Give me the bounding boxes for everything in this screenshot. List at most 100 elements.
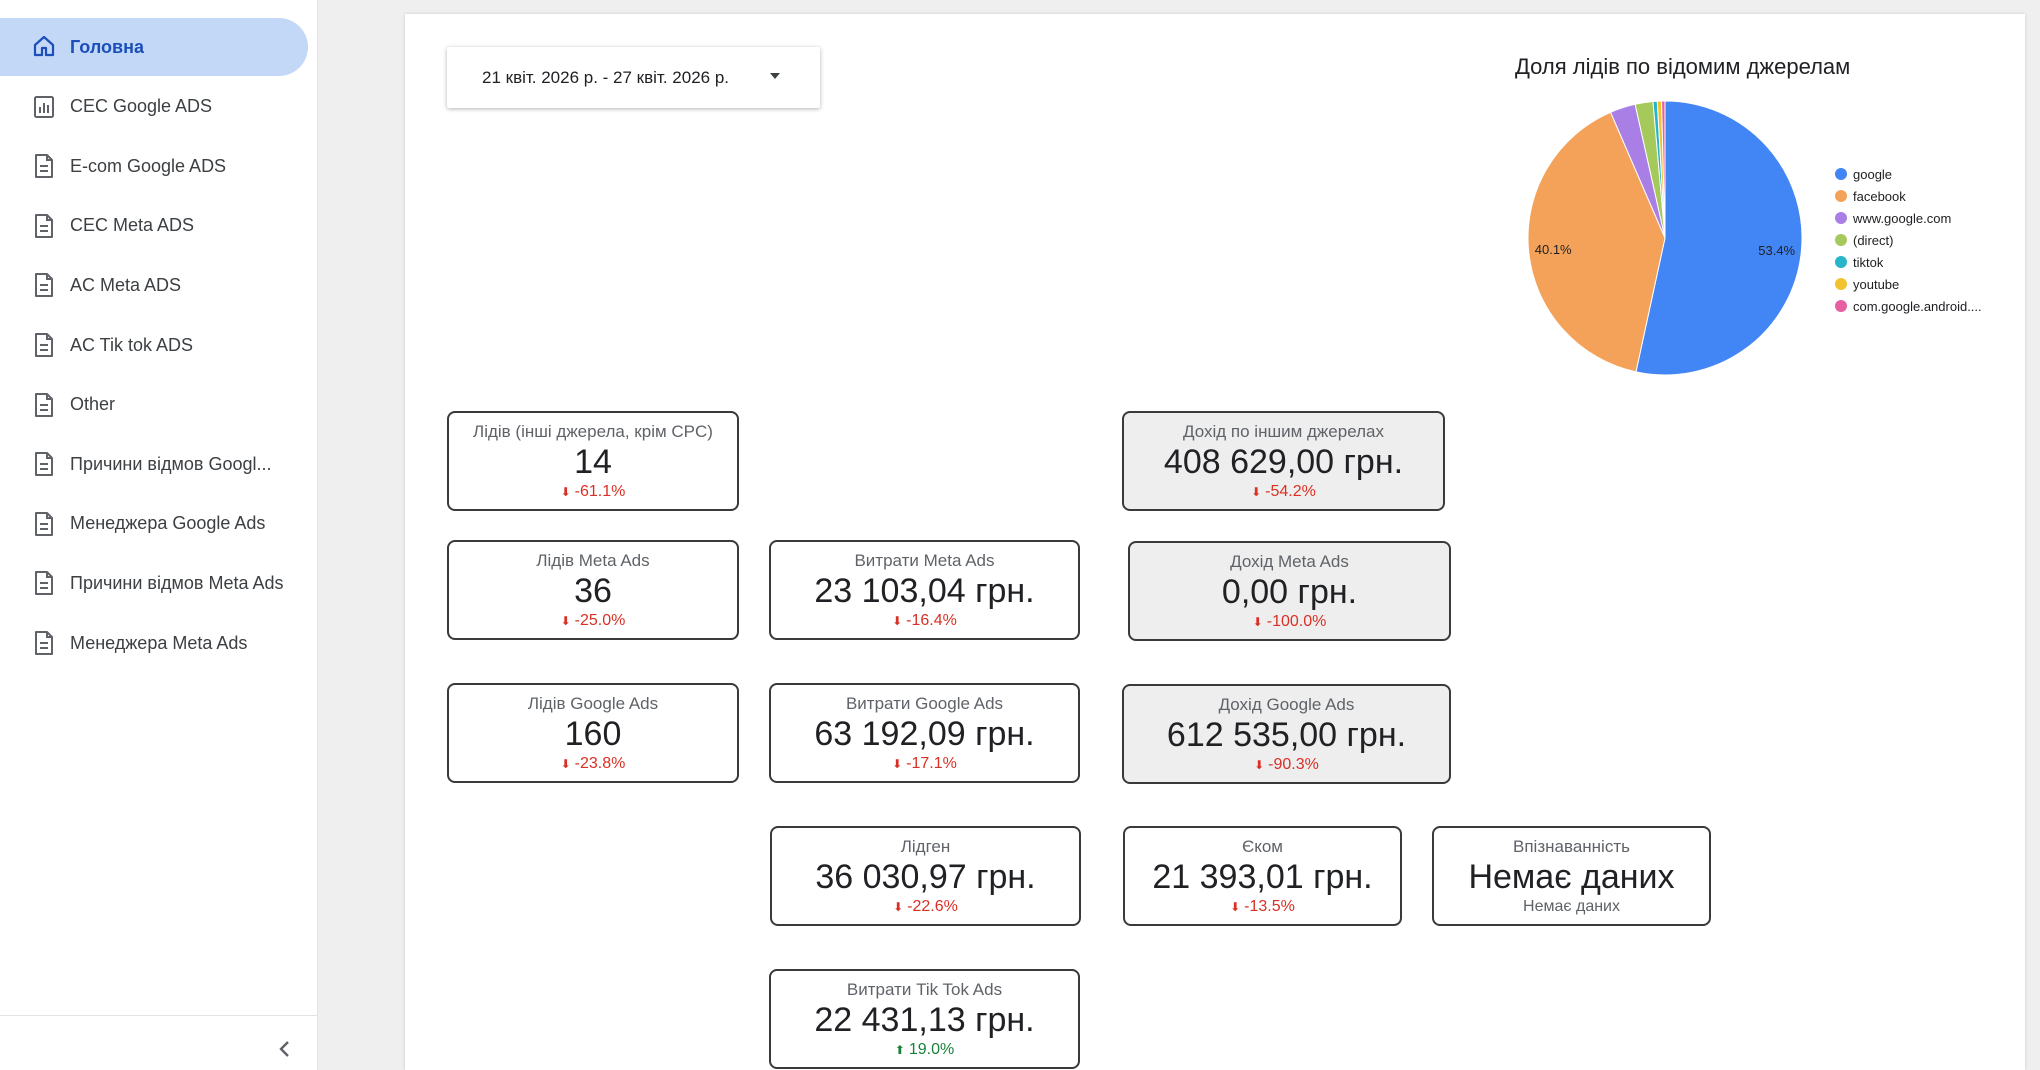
scorecard-value: 36 [574,572,612,610]
delta-arrow-icon: ⬆ [894,1043,905,1057]
legend-swatch [1835,190,1847,202]
delta-value: -17.1% [906,755,957,772]
chart-legend: google facebook www.google.com (direct) tikt… [1835,163,1982,317]
legend-swatch [1835,168,1847,180]
legend-item[interactable]: www.google.com [1835,207,1982,229]
legend-swatch [1835,234,1847,246]
delta-arrow-icon: ⬇ [893,900,904,914]
scorecard-title: Лідів Google Ads [527,694,659,713]
scorecard-title: Єком [1242,837,1283,856]
delta-arrow-icon: ⬇ [1252,615,1263,629]
legend-item[interactable]: (direct) [1835,229,1982,251]
legend-item[interactable]: google [1835,163,1982,185]
scorecard-delta: Немає даних [1434,897,1709,917]
scorecard-title: Лідів Meta Ads [536,551,650,570]
scorecard-delta: ⬇ -16.4% [771,611,1078,631]
scorecard-delta: ⬇ -25.0% [449,611,737,631]
document-icon [32,272,56,298]
scorecard-delta: ⬇ -22.6% [772,897,1079,917]
legend-swatch [1835,300,1847,312]
legend-item[interactable]: facebook [1835,185,1982,207]
scorecard-value: Немає даних [1468,858,1675,896]
legend-item[interactable]: com.google.android.... [1835,295,1982,317]
scorecard-spend-meta[interactable]: Витрати Meta Ads 23 103,04 грн. ⬇ -16.4% [769,540,1080,640]
legend-label: (direct) [1853,232,1894,248]
delta-arrow-icon: ⬇ [1251,485,1262,499]
legend-swatch [1835,212,1847,224]
sidebar-item-8[interactable]: Причини відмов Googl... [0,435,308,493]
scorecard-revenue-google[interactable]: Дохід Google Ads 612 535,00 грн. ⬇ -90.3% [1122,684,1451,784]
sidebar-item-label: AC Meta ADS [70,274,182,295]
delta-arrow-icon: ⬇ [892,614,903,628]
scorecard-spend-tiktok[interactable]: Витрати Tik Tok Ads 22 431,13 грн. ⬆ 19.0… [769,969,1080,1069]
scorecard-title: Лідген [900,837,951,856]
scorecard-value: 21 393,01 грн. [1152,858,1373,896]
scorecard-revenue-other[interactable]: Дохід по іншим джерелах 408 629,00 грн. … [1122,411,1445,511]
scorecard-delta: ⬇ -17.1% [771,754,1078,774]
legend-label: com.google.android.... [1853,298,1982,314]
scorecard-revenue-meta[interactable]: Дохід Meta Ads 0,00 грн. ⬇ -100.0% [1128,541,1451,641]
scorecard-value: 36 030,97 грн. [815,858,1036,896]
scorecard-leads-meta[interactable]: Лідів Meta Ads 36 ⬇ -25.0% [447,540,739,640]
delta-value: -100.0% [1266,613,1327,630]
sidebar-item-9[interactable]: Менеджера Google Ads [0,495,308,553]
sidebar-item-6[interactable]: AC Tik tok ADS [0,316,308,374]
delta-value: -61.1% [574,483,626,500]
scorecard-spend-google[interactable]: Витрати Google Ads 63 192,09 грн. ⬇ -17.1… [769,683,1080,783]
sidebar-item-7[interactable]: Other [0,376,308,434]
legend-item[interactable]: youtube [1835,273,1982,295]
pie-slice-1[interactable] [1635,100,1803,376]
sidebar-item-1[interactable]: Головна [0,18,308,76]
sidebar-item-label: Other [70,394,116,415]
scorecard-leads-google[interactable]: Лідів Google Ads 160 ⬇ -23.8% [447,683,739,783]
scorecard-delta: ⬆ 19.0% [771,1040,1078,1060]
document-icon [32,511,56,537]
scorecard-awareness[interactable]: Впізнаванність Немає даних Немає даних [1432,826,1711,926]
sidebar-divider [0,1015,318,1016]
delta-value: 19.0% [908,1041,955,1058]
delta-arrow-icon: ⬇ [560,757,571,771]
delta-arrow-icon: ⬇ [560,614,571,628]
scorecard-delta: ⬇ -100.0% [1130,612,1449,632]
caret-down-icon [770,73,780,79]
date-range-picker[interactable]: 21 квіт. 2026 р. - 27 квіт. 2026 р. [447,47,820,108]
document-icon [32,332,56,358]
document-icon [32,451,56,477]
scorecard-value: 612 535,00 грн. [1166,716,1407,754]
pie-slice-7[interactable] [1661,100,1666,239]
sidebar-item-2[interactable]: CEC Google ADS [0,78,308,136]
scorecard-value: 408 629,00 грн. [1163,443,1404,481]
collapse-sidebar-button[interactable] [270,1036,300,1062]
pie-chart[interactable]: 53.4% 40.1% [1520,98,1810,388]
sidebar-item-label: AC Tik tok ADS [70,334,194,355]
scorecard-value: 0,00 грн. [1221,573,1358,611]
scorecard-value: 23 103,04 грн. [814,572,1035,610]
scorecard-title: Витрати Tik Tok Ads [846,980,1003,999]
legend-label: www.google.com [1853,210,1952,226]
scorecard-title: Витрати Meta Ads [854,551,995,570]
scorecard-delta: ⬇ -23.8% [449,754,737,774]
scorecard-delta: ⬇ -90.3% [1124,755,1449,775]
delta-arrow-icon: ⬇ [560,485,571,499]
scorecard-title: Витрати Google Ads [845,694,1004,713]
legend-label: facebook [1853,188,1906,204]
sidebar-item-10[interactable]: Причини відмов Meta Ads [0,554,308,612]
scorecard-leads-other[interactable]: Лідів (інші джерела, крім CPC) 14 ⬇ -61.1… [447,411,739,511]
home-icon [32,34,56,60]
legend-item[interactable]: tiktok [1835,251,1982,273]
sidebar-item-5[interactable]: AC Meta ADS [0,256,308,314]
scorecard-delta: ⬇ -61.1% [449,482,737,502]
sidebar-item-11[interactable]: Менеджера Meta Ads [0,614,308,672]
scorecard-ecom[interactable]: Єком 21 393,01 грн. ⬇ -13.5% [1123,826,1402,926]
delta-value: -13.5% [1244,898,1295,915]
document-icon [32,153,56,179]
scorecard-title: Впізнаванність [1513,837,1630,856]
sidebar-item-3[interactable]: E-com Google ADS [0,137,308,195]
pie-slice-label: 40.1% [1535,242,1572,257]
scorecard-leadgen[interactable]: Лідген 36 030,97 грн. ⬇ -22.6% [770,826,1081,926]
scorecard-title: Дохід по іншим джерелах [1183,422,1384,441]
document-icon [32,570,56,596]
sidebar-item-4[interactable]: CEC Meta ADS [0,197,308,255]
pie-slice-2[interactable] [1527,111,1666,373]
scorecard-delta: ⬇ -13.5% [1125,897,1400,917]
